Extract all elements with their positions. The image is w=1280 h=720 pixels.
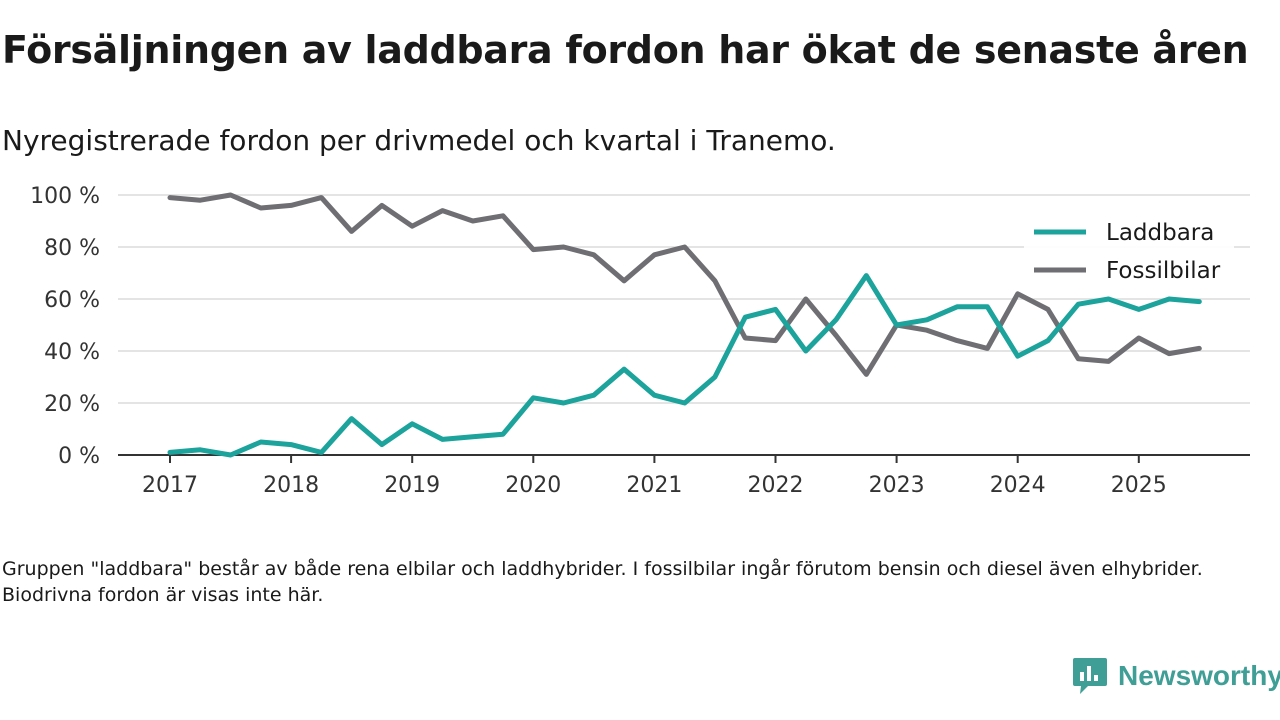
footnote: Gruppen "laddbara" består av både rena e… xyxy=(2,558,1203,606)
chart-subtitle: Nyregistrerade fordon per drivmedel och … xyxy=(2,124,836,157)
x-tick-label: 2018 xyxy=(263,473,319,498)
x-tick-label: 2022 xyxy=(748,473,804,498)
x-tick-label: 2017 xyxy=(142,473,198,498)
y-tick-label: 20 % xyxy=(44,392,100,417)
series-line-laddbara xyxy=(167,273,1202,458)
y-tick-label: 100 % xyxy=(30,184,100,209)
y-tick-label: 80 % xyxy=(44,236,100,261)
legend-label-laddbara: Laddbara xyxy=(1106,220,1214,246)
y-tick-label: 40 % xyxy=(44,340,100,365)
brand-logo[interactable]: Newsworthy xyxy=(1072,656,1280,696)
x-tick-label: 2024 xyxy=(990,473,1046,498)
x-tick-label: 2019 xyxy=(384,473,440,498)
line-chart: 0 % 20 % 40 % 60 % 80 % 100 % 2017 2018 2019 202… xyxy=(30,184,1250,498)
x-axis-ticks: 2017 2018 2019 2020 2021 2022 2023 2024 2025 xyxy=(142,455,1167,498)
newsworthy-logo-icon xyxy=(1073,658,1107,694)
brand-name: Newsworthy xyxy=(1118,660,1280,691)
y-tick-label: 60 % xyxy=(44,288,100,313)
x-tick-label: 2020 xyxy=(505,473,561,498)
series-lines xyxy=(167,192,1202,458)
legend-background xyxy=(1024,214,1234,294)
chart-title: Försäljningen av laddbara fordon har öka… xyxy=(2,28,1249,72)
y-axis-ticks: 0 % 20 % 40 % 60 % 80 % 100 % xyxy=(30,184,100,469)
legend: Laddbara Fossilbilar xyxy=(1024,214,1234,294)
series-line-fossilbilar xyxy=(167,192,1202,377)
grid-lines xyxy=(118,194,1250,456)
x-tick-label: 2021 xyxy=(626,473,682,498)
legend-label-fossilbilar: Fossilbilar xyxy=(1106,258,1221,284)
x-tick-label: 2023 xyxy=(869,473,925,498)
x-tick-label: 2025 xyxy=(1111,473,1167,498)
y-tick-label: 0 % xyxy=(58,444,100,469)
